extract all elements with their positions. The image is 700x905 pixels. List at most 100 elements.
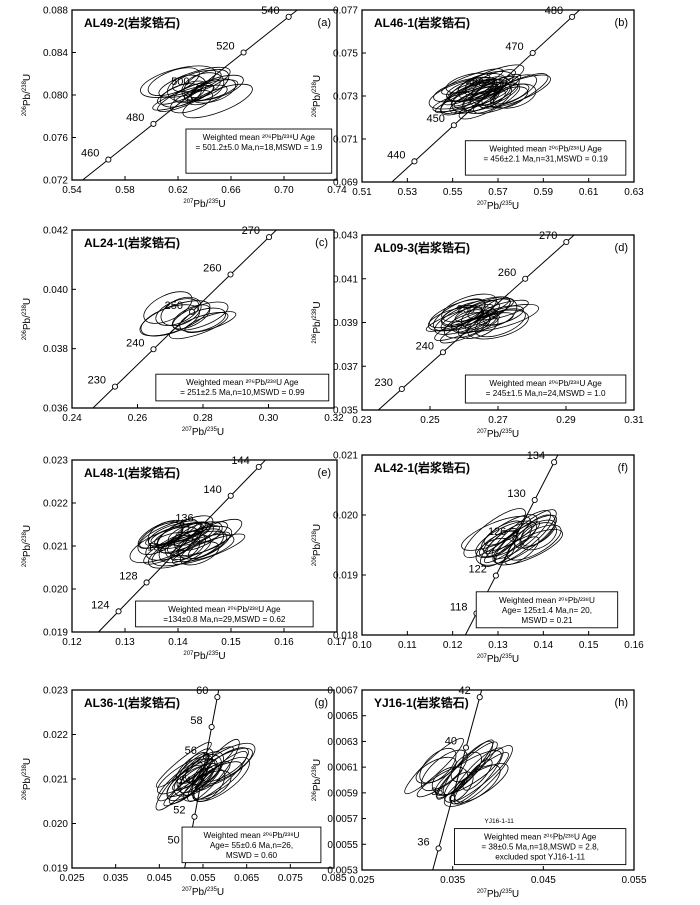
x-tick-label: 0.11 bbox=[398, 640, 417, 651]
concordia-age-marker bbox=[531, 496, 538, 504]
y-tick-label: 0.076 bbox=[43, 133, 68, 144]
x-tick-label: 0.30 bbox=[259, 413, 279, 424]
panel-8: 0.025 0.035 0.045 0.055 0.0053 0.0055 0.0057 0.… bbox=[312, 685, 647, 900]
excluded-spot-label: YJ16-1-11 bbox=[484, 818, 514, 825]
panel-label: (b) bbox=[615, 17, 628, 29]
x-tick-label: 0.025 bbox=[59, 873, 84, 884]
concordia-curve bbox=[82, 9, 298, 181]
error-ellipse bbox=[193, 768, 226, 802]
panel-5: 0.12 0.13 0.14 0.15 0.16 0.17 0.019 0.020 0.021 0… bbox=[22, 455, 347, 662]
panel-1: 0.54 0.58 0.62 0.66 0.70 0.74 0.072 0.076 0.080 0… bbox=[22, 5, 347, 210]
x-tick-label: 0.14 bbox=[534, 640, 554, 651]
y-axis-sup: 238 bbox=[312, 81, 318, 92]
y-axis-text: Pb/ bbox=[22, 91, 33, 106]
concordia-age-marker bbox=[208, 723, 215, 731]
y-axis-text: Pb/ bbox=[22, 775, 33, 790]
concordia-age-marker bbox=[115, 608, 122, 615]
panel-label: (d) bbox=[615, 242, 628, 254]
error-ellipse bbox=[436, 739, 494, 800]
concordia-curve bbox=[377, 234, 575, 411]
panel-label: (c) bbox=[315, 237, 328, 249]
error-ellipse bbox=[160, 296, 202, 327]
error-ellipse bbox=[475, 537, 515, 566]
concordia-age-label: 500 bbox=[171, 76, 189, 88]
panel-7: 0.025 0.035 0.045 0.055 0.065 0.075 0.085 0.019… bbox=[22, 685, 347, 898]
x-tick-label: 0.62 bbox=[168, 185, 188, 196]
concordia-age-label: 260 bbox=[203, 263, 221, 275]
error-ellipse bbox=[453, 745, 513, 805]
error-ellipse bbox=[486, 529, 518, 558]
concordia-age-label: 270 bbox=[242, 225, 260, 237]
error-ellipse bbox=[143, 291, 193, 324]
x-tick-label: 0.55 bbox=[443, 187, 463, 198]
y-axis-text: Pb/ bbox=[22, 315, 33, 330]
error-ellipse bbox=[419, 747, 457, 784]
error-ellipse bbox=[490, 83, 530, 105]
concordia-age-label: 128 bbox=[119, 570, 137, 582]
x-tick-label: 0.53 bbox=[398, 187, 418, 198]
error-ellipse bbox=[474, 308, 526, 338]
y-axis-text: U bbox=[22, 758, 33, 765]
x-axis-sup: 207 bbox=[477, 889, 488, 895]
x-axis-sup: 235 bbox=[502, 654, 513, 660]
x-tick-label: 0.075 bbox=[278, 873, 303, 884]
y-axis-sup: 238 bbox=[312, 530, 318, 541]
error-ellipse bbox=[174, 521, 223, 551]
y-tick-label: 0.0061 bbox=[327, 763, 358, 774]
x-axis-text: Pb/ bbox=[487, 654, 502, 665]
x-tick-label: 0.035 bbox=[440, 875, 465, 886]
error-ellipse bbox=[434, 309, 498, 341]
error-ellipse bbox=[184, 79, 239, 102]
concordia-age-label: 118 bbox=[450, 601, 468, 613]
concordia-age-marker bbox=[411, 158, 418, 165]
error-ellipse bbox=[172, 301, 229, 331]
error-ellipse bbox=[441, 293, 497, 323]
panel-3: 0.24 0.26 0.28 0.30 0.32 0.036 0.038 0.040 0.042… bbox=[22, 225, 344, 438]
age-result-box bbox=[155, 373, 330, 402]
concordia-age-label: 140 bbox=[203, 484, 221, 496]
x-tick-label: 0.055 bbox=[190, 873, 215, 884]
concordia-age-marker bbox=[143, 579, 150, 586]
x-axis-sup: 235 bbox=[502, 889, 513, 895]
concordia-age-marker bbox=[563, 238, 570, 246]
concordia-age-marker bbox=[529, 49, 536, 57]
x-tick-label: 0.70 bbox=[274, 185, 294, 196]
concordia-age-label: 240 bbox=[126, 337, 144, 349]
panel-label: (a) bbox=[318, 17, 331, 29]
error-ellipse bbox=[179, 541, 220, 566]
y-axis-sup: 238 bbox=[312, 765, 318, 776]
y-axis-label: 206Pb/238U bbox=[312, 75, 323, 117]
y-tick-label: 0.039 bbox=[333, 318, 358, 329]
y-axis-text: U bbox=[312, 759, 323, 766]
error-ellipse bbox=[164, 530, 206, 561]
concordia-age-label: 50 bbox=[167, 835, 179, 847]
y-axis-sup: 206 bbox=[22, 105, 28, 116]
age-result-box bbox=[464, 374, 627, 404]
x-axis-label: 207Pb/235U bbox=[477, 429, 519, 440]
y-axis-text: U bbox=[312, 524, 323, 531]
error-ellipse bbox=[429, 299, 486, 329]
concordia-age-label: 480 bbox=[126, 112, 144, 124]
x-axis-text: Pb/ bbox=[192, 427, 207, 438]
error-ellipse bbox=[415, 756, 457, 784]
y-axis-sup: 238 bbox=[312, 308, 318, 319]
x-tick-label: 0.055 bbox=[621, 875, 646, 886]
y-tick-label: 0.077 bbox=[333, 6, 358, 17]
y-axis-sup: 238 bbox=[22, 304, 28, 315]
y-axis-label: 206Pb/238U bbox=[312, 524, 323, 566]
error-ellipse bbox=[427, 306, 485, 332]
x-tick-label: 0.57 bbox=[488, 187, 508, 198]
x-axis-sup: 235 bbox=[208, 199, 219, 205]
error-ellipse bbox=[180, 746, 234, 784]
concordia-age-marker bbox=[227, 492, 234, 499]
error-ellipse bbox=[157, 761, 203, 802]
x-axis-sup: 235 bbox=[208, 651, 219, 657]
y-axis-text: Pb/ bbox=[22, 542, 33, 557]
concordia-age-label: 270 bbox=[539, 230, 557, 242]
error-ellipse bbox=[178, 528, 225, 560]
y-axis-text: U bbox=[22, 298, 33, 305]
sample-title: AL36-1(岩浆锆石) bbox=[84, 695, 180, 710]
concordia-age-label: 240 bbox=[416, 340, 434, 352]
concordia-age-label: 480 bbox=[545, 5, 563, 17]
concordia-age-label: 260 bbox=[498, 267, 516, 279]
